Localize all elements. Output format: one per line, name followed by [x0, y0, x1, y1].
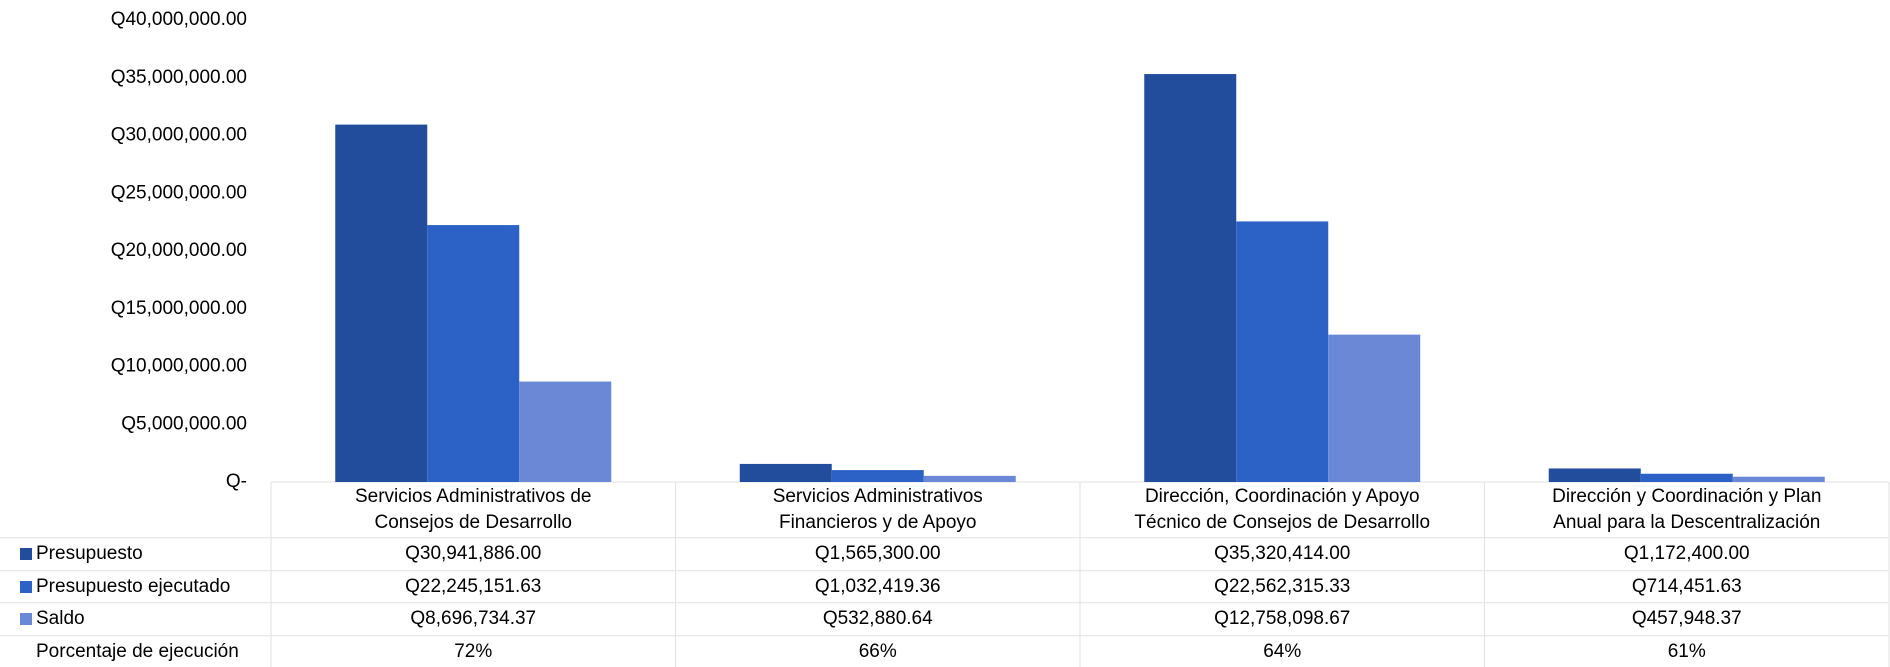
table-value: Q1,032,419.36: [815, 576, 941, 597]
y-tick-label: Q25,000,000.00: [111, 182, 247, 203]
table-value: Q12,758,098.67: [1214, 608, 1350, 629]
bar: [739, 463, 832, 482]
table-value: 66%: [859, 641, 897, 662]
y-tick-label: Q10,000,000.00: [111, 356, 247, 377]
bar: [923, 475, 1016, 482]
bar: [427, 225, 520, 483]
x-tick-label: Consejos de Desarrollo: [375, 512, 573, 533]
y-tick-label: Q35,000,000.00: [111, 67, 247, 88]
table-value: Q457,948.37: [1632, 608, 1742, 629]
bar: [1732, 476, 1825, 482]
table-value: Q22,562,315.33: [1214, 576, 1350, 597]
legend-label: Presupuesto: [36, 543, 143, 564]
y-tick-label: Q15,000,000.00: [111, 298, 247, 319]
legend-swatch: [20, 548, 32, 560]
bar: [1328, 334, 1421, 482]
table-value: Q1,172,400.00: [1624, 543, 1750, 564]
x-tick-label: Servicios Administrativos: [773, 486, 983, 507]
x-tick-label: Financieros y de Apoyo: [779, 512, 977, 533]
y-tick-label: Q40,000,000.00: [111, 9, 247, 30]
x-tick-label: Servicios Administrativos de: [355, 486, 592, 507]
bar: [335, 124, 428, 482]
table-value: 64%: [1263, 641, 1301, 662]
table-value: Q22,245,151.63: [405, 576, 541, 597]
legend-label: Saldo: [36, 608, 85, 629]
y-tick-label: Q5,000,000.00: [121, 413, 247, 434]
table-value: Q714,451.63: [1632, 576, 1742, 597]
x-tick-label: Dirección, Coordinación y Apoyo: [1145, 486, 1420, 507]
table-value: 72%: [454, 641, 492, 662]
table-value: Q532,880.64: [823, 608, 933, 629]
legend-swatch: [20, 613, 32, 625]
y-tick-label: Q30,000,000.00: [111, 125, 247, 146]
bar: [1144, 74, 1237, 482]
table-value: Q8,696,734.37: [410, 608, 536, 629]
x-tick-label: Dirección y Coordinación y Plan: [1552, 486, 1821, 507]
bar: [831, 470, 924, 482]
x-tick-label: Anual para la Descentralización: [1553, 512, 1820, 533]
row-label: Porcentaje de ejecución: [36, 641, 239, 662]
legend-swatch: [20, 581, 32, 593]
x-tick-label: Técnico de Consejos de Desarrollo: [1134, 512, 1430, 533]
table-value: Q1,565,300.00: [815, 543, 941, 564]
table-value: Q30,941,886.00: [405, 543, 541, 564]
y-tick-label: Q-: [226, 471, 247, 492]
y-tick-label: Q20,000,000.00: [111, 240, 247, 261]
bar: [519, 381, 612, 482]
table-value: 61%: [1668, 641, 1706, 662]
bar: [1640, 473, 1733, 482]
legend-label: Presupuesto ejecutado: [36, 576, 230, 597]
table-value: Q35,320,414.00: [1214, 543, 1350, 564]
bar: [1236, 221, 1329, 482]
bar: [1548, 468, 1641, 482]
